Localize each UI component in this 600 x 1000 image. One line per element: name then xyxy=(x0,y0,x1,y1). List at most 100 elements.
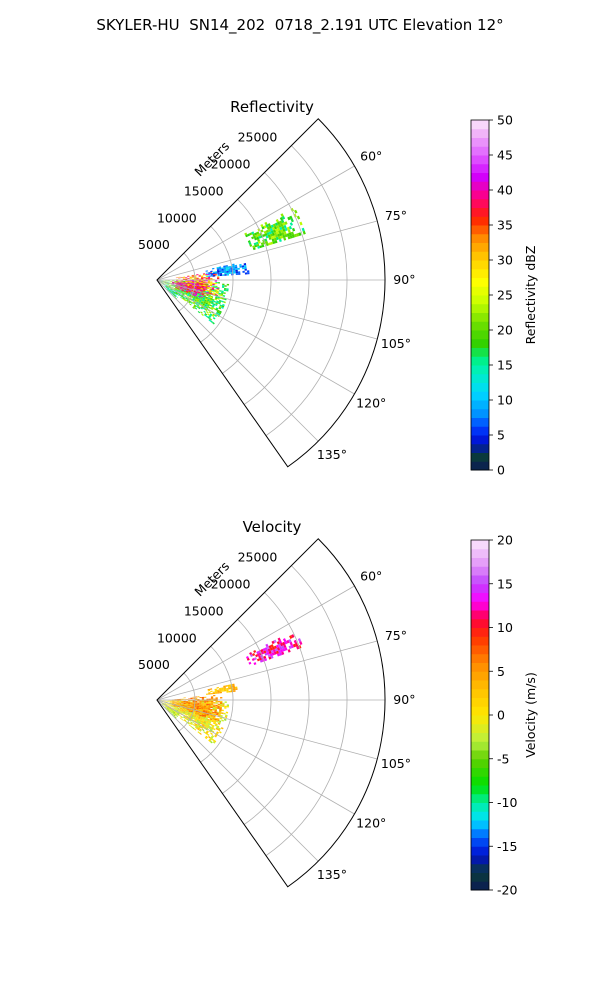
echo-bin xyxy=(180,283,184,285)
echo-bin xyxy=(212,303,216,306)
echo-bin xyxy=(167,707,170,709)
echo-bin xyxy=(281,215,286,220)
echo-bin xyxy=(177,706,181,708)
echo-bin xyxy=(221,305,225,308)
echo-bin xyxy=(274,234,278,238)
azimuth-spoke xyxy=(156,699,319,862)
echo-bin xyxy=(213,719,217,722)
echo-bin xyxy=(266,651,270,655)
echo-bin xyxy=(219,274,223,277)
echo-bin xyxy=(275,644,280,649)
echo-bin xyxy=(178,283,181,285)
echo-bin xyxy=(212,717,215,720)
echo-bin xyxy=(201,293,205,296)
echo-bin xyxy=(209,298,213,301)
echo-bin xyxy=(196,725,199,728)
echo-bin xyxy=(185,704,188,706)
echo-bin xyxy=(176,702,179,704)
echo-bin xyxy=(249,652,253,656)
echo-bin xyxy=(172,701,175,703)
echo-bin xyxy=(301,227,305,232)
velocity-polar-grid xyxy=(156,565,385,862)
echo-bin xyxy=(182,297,185,299)
echo-bin xyxy=(169,283,172,285)
echo-bin xyxy=(175,295,179,298)
echo-bin xyxy=(253,657,257,661)
echo-bin xyxy=(253,649,257,654)
echo-bin xyxy=(211,730,215,733)
echo-bin xyxy=(208,275,211,277)
echo-bin xyxy=(201,700,205,702)
echo-bin xyxy=(203,305,207,308)
echo-bin xyxy=(216,268,220,270)
colorbar-tick-label: 15 xyxy=(497,358,513,373)
range-tick-label: 15000 xyxy=(184,603,224,618)
range-ring xyxy=(222,619,272,794)
echo-bin xyxy=(188,710,191,713)
echo-bin xyxy=(212,724,215,727)
echo-bin xyxy=(197,713,200,715)
colorbar-segment xyxy=(471,373,489,383)
echo-bin xyxy=(244,232,248,236)
echo-bin xyxy=(196,281,199,283)
echo-bin xyxy=(211,314,215,318)
echo-bin xyxy=(199,728,202,731)
echo-bin xyxy=(203,702,207,704)
echo-bin xyxy=(181,708,185,711)
echo-bin xyxy=(214,691,218,693)
echo-bin xyxy=(296,232,300,237)
echo-bin xyxy=(176,283,179,285)
echo-bin xyxy=(170,710,173,712)
echo-bin xyxy=(173,292,176,295)
echo-bin xyxy=(199,697,202,699)
echo-bin xyxy=(207,716,211,719)
echo-bin xyxy=(194,284,198,286)
echo-bin xyxy=(215,701,218,703)
echo-bin xyxy=(184,708,187,710)
echo-bin xyxy=(221,290,224,293)
echo-bin xyxy=(268,225,272,229)
echo-bin xyxy=(226,690,229,693)
echo-bin xyxy=(217,701,221,703)
echo-bin xyxy=(176,702,179,704)
colorbar-segment xyxy=(471,128,489,138)
echo-bin xyxy=(198,708,201,711)
echo-bin xyxy=(183,701,186,702)
echo-bin xyxy=(197,298,200,301)
echo-bin xyxy=(196,707,199,709)
echo-bin xyxy=(208,302,211,305)
echo-bin xyxy=(187,294,190,296)
echo-bin xyxy=(239,263,242,267)
echo-bin xyxy=(185,717,188,720)
echo-bin xyxy=(283,224,287,229)
echo-bin xyxy=(274,648,279,652)
echo-bin xyxy=(178,703,182,705)
echo-bin xyxy=(200,275,204,277)
echo-bin xyxy=(177,286,180,288)
echo-bin xyxy=(189,722,192,726)
echo-bin xyxy=(167,701,170,702)
echo-bin xyxy=(189,706,192,709)
echo-bin xyxy=(180,277,183,279)
echo-bin xyxy=(211,725,215,729)
echo-bin xyxy=(197,712,200,714)
echo-bin xyxy=(302,230,306,235)
echo-bin xyxy=(186,300,189,303)
echo-bin xyxy=(277,233,281,237)
echo-bin xyxy=(162,282,165,284)
echo-bin xyxy=(228,267,231,270)
echo-bin xyxy=(178,292,181,295)
echo-bin xyxy=(201,721,204,723)
echo-bin xyxy=(194,705,197,707)
echo-bin xyxy=(194,286,197,288)
echo-bin xyxy=(193,301,196,304)
echo-bin xyxy=(298,232,302,236)
echo-bin xyxy=(278,238,282,243)
echo-bin xyxy=(197,307,201,310)
echo-bin xyxy=(208,273,211,275)
echo-bin xyxy=(189,705,193,707)
echo-bin xyxy=(288,232,292,236)
echo-bin xyxy=(185,703,188,705)
echo-bin xyxy=(284,647,288,651)
echo-bin xyxy=(210,696,214,698)
